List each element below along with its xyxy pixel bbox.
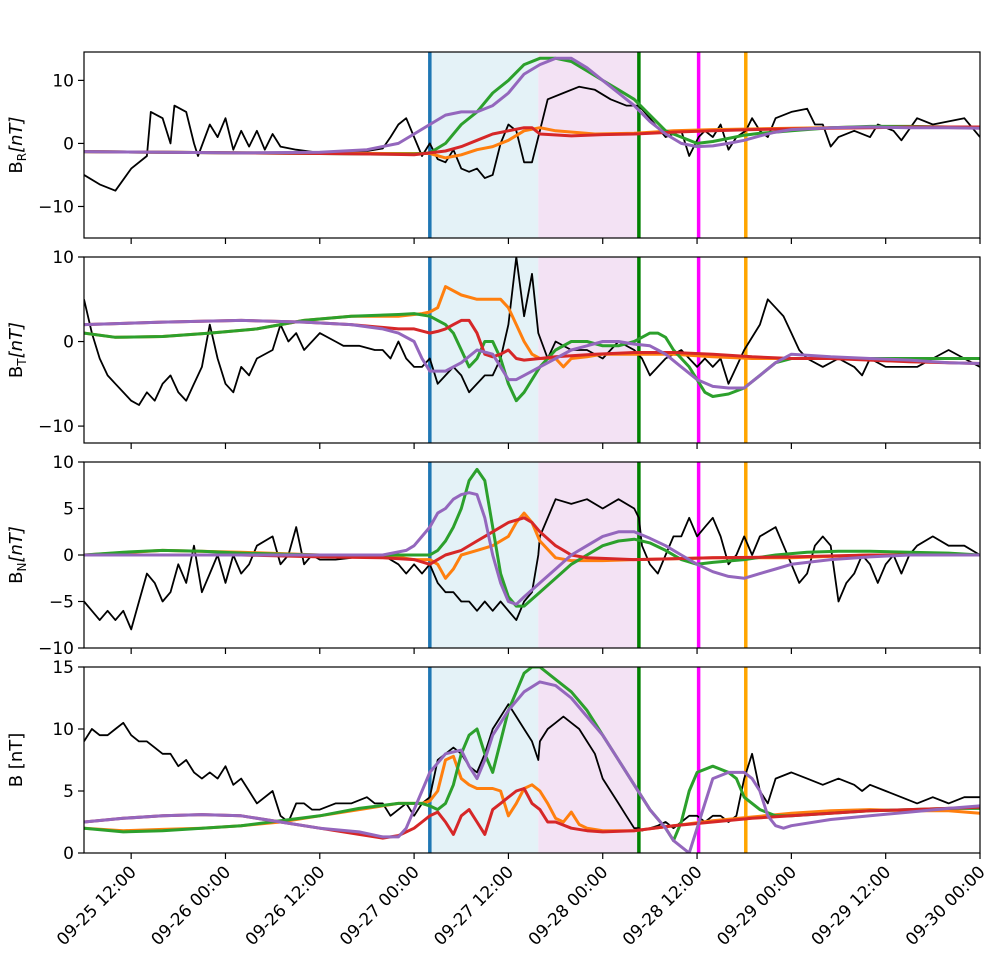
- series-model-purple: [84, 318, 980, 390]
- series-observed: [84, 85, 980, 192]
- x-tick-label: 09-29 00:00: [713, 862, 801, 950]
- y-tick-label: 0: [63, 134, 74, 154]
- y-tick-label: 5: [63, 782, 74, 802]
- y-tick-label: 10: [52, 453, 74, 473]
- panel-4: 0 5 10 15 B [nT]: [6, 658, 981, 864]
- region-magnetic-ejecta: [538, 667, 639, 853]
- panel-3: −10 −5 0 5 10 BN[nT]: [6, 453, 981, 659]
- region-sheath: [429, 52, 539, 238]
- y-tick-label: 10: [52, 720, 74, 740]
- y-axis-label: B [nT]: [6, 733, 27, 788]
- y-tick-label: 5: [63, 500, 74, 520]
- y-axis-label: BR[nT]: [6, 116, 29, 173]
- x-tick-label: 09-27 00:00: [336, 862, 424, 950]
- y-label-unit: [nT]: [6, 526, 27, 562]
- y-label-subscript: R: [15, 153, 29, 161]
- y-tick-label: 0: [63, 546, 74, 566]
- y-label-main: B: [6, 572, 27, 584]
- y-label-subscript: T: [15, 358, 29, 367]
- x-tick-label: 09-27 12:00: [430, 862, 518, 950]
- x-tick-label: 09-28 00:00: [525, 862, 613, 950]
- y-tick-label: 0: [63, 333, 74, 353]
- y-label-main: B [nT]: [6, 733, 27, 788]
- x-tick-label: 09-28 12:00: [619, 862, 707, 950]
- y-tick-label: 0: [63, 844, 74, 864]
- y-tick-label: 15: [52, 658, 74, 678]
- y-axis-label: BN[nT]: [6, 526, 29, 584]
- series-model-red: [84, 516, 980, 566]
- panel-1: −10 0 10 BR[nT]: [6, 51, 981, 244]
- y-label-unit: [nT]: [6, 322, 27, 358]
- panel-frame: [83, 256, 981, 444]
- series-model-green: [84, 667, 980, 843]
- series-observed: [84, 498, 980, 631]
- x-tick-label: 09-29 12:00: [808, 862, 896, 950]
- y-label-subscript: N: [15, 563, 29, 572]
- y-label-main: B: [6, 161, 27, 173]
- y-tick-label: −10: [38, 197, 74, 217]
- x-tick-label: 09-30 00:00: [902, 862, 990, 950]
- x-tick-label: 09-25 12:00: [53, 862, 141, 950]
- x-tick-label: 09-26 00:00: [147, 862, 235, 950]
- series-model-purple: [84, 56, 980, 155]
- region-magnetic-ejecta: [538, 52, 639, 238]
- y-label-unit: [nT]: [6, 116, 27, 152]
- series-model-purple: [84, 680, 980, 853]
- series-observed: [84, 703, 980, 832]
- y-tick-label: −5: [49, 593, 74, 613]
- x-tick-label: 09-26 12:00: [242, 862, 330, 950]
- y-tick-label: 10: [52, 71, 74, 91]
- y-tick-label: −10: [38, 417, 74, 437]
- y-tick-label: −10: [38, 639, 74, 659]
- series-model-purple: [84, 491, 980, 606]
- y-label-main: B: [6, 366, 27, 378]
- series-observed: [84, 257, 980, 406]
- panel-frame: [83, 51, 981, 239]
- series-model-red: [84, 787, 980, 840]
- y-axis-label: BT[nT]: [6, 322, 29, 378]
- panel-frame: [83, 666, 981, 854]
- series-model-red: [84, 318, 980, 365]
- panel-2: −10 0 10 BT[nT]: [6, 248, 981, 449]
- y-tick-label: 10: [52, 248, 74, 268]
